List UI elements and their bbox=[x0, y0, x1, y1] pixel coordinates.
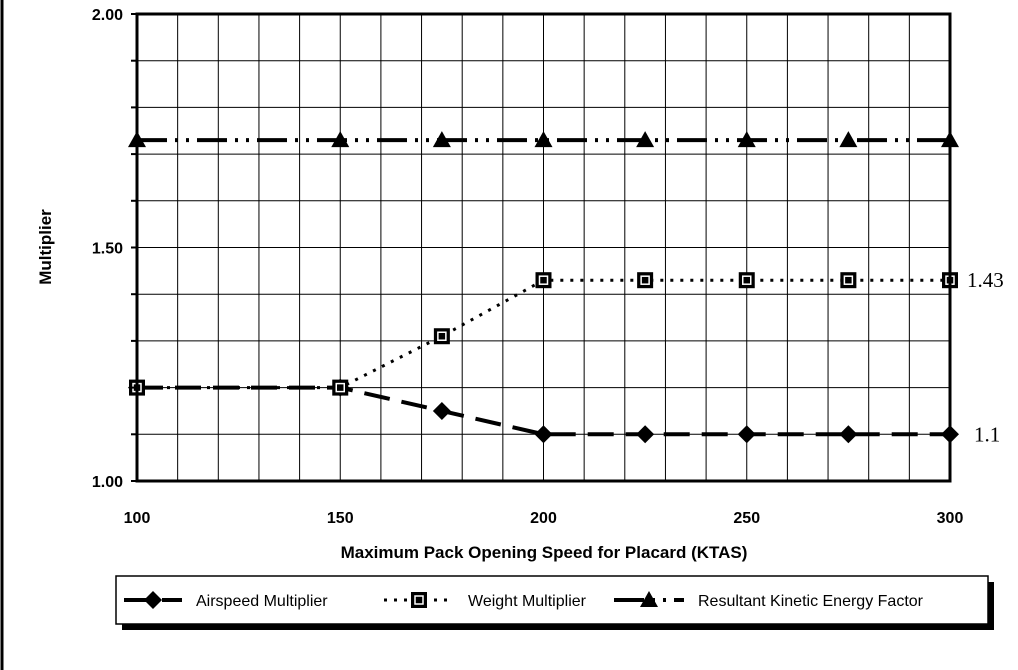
legend: Airspeed Multiplier Weight Multiplier Resu… bbox=[116, 576, 994, 630]
legend-items: Airspeed Multiplier Weight Multiplier Resu… bbox=[124, 591, 924, 610]
y-tick-label: 2.00 bbox=[92, 7, 123, 24]
legend-item: Weight Multiplier bbox=[384, 592, 587, 610]
data-point-diamond bbox=[738, 425, 756, 443]
data-point-square bbox=[739, 272, 755, 288]
end-labels: 1.1 1.43 bbox=[967, 268, 1004, 446]
data-point-triangle bbox=[839, 131, 857, 147]
legend-marker-square bbox=[411, 592, 427, 608]
data-point-diamond bbox=[535, 425, 553, 443]
x-tick-label: 100 bbox=[124, 510, 151, 527]
grid bbox=[137, 14, 950, 481]
data-point-square bbox=[434, 328, 450, 344]
data-point-square bbox=[840, 272, 856, 288]
x-tick-label: 300 bbox=[937, 510, 964, 527]
end-label: 1.43 bbox=[967, 268, 1004, 292]
data-point-diamond bbox=[636, 425, 654, 443]
data-point-square bbox=[332, 380, 348, 396]
end-label: 1.1 bbox=[974, 422, 1000, 446]
series-resultant-kinetic-energy-factor bbox=[128, 131, 959, 147]
data-point-square bbox=[536, 272, 552, 288]
data-point-square bbox=[637, 272, 653, 288]
legend-item: Airspeed Multiplier bbox=[124, 591, 328, 610]
y-axis-title: Multiplier bbox=[36, 209, 55, 285]
y-tick-label: 1.50 bbox=[92, 241, 123, 258]
data-point-diamond bbox=[839, 425, 857, 443]
x-tick-labels: 100 150 200 250 300 bbox=[124, 510, 964, 527]
x-tick-label: 150 bbox=[327, 510, 354, 527]
legend-label: Weight Multiplier bbox=[468, 593, 587, 610]
y-tick-labels: 1.00 1.50 2.00 bbox=[92, 7, 123, 491]
x-tick-label: 250 bbox=[733, 510, 760, 527]
legend-label: Airspeed Multiplier bbox=[196, 593, 328, 610]
x-axis-title: Maximum Pack Opening Speed for Placard (… bbox=[341, 543, 748, 562]
plot-area bbox=[128, 14, 959, 481]
y-tick-label: 1.00 bbox=[92, 474, 123, 491]
legend-label: Resultant Kinetic Energy Factor bbox=[698, 593, 924, 610]
data-point-diamond bbox=[433, 402, 451, 420]
x-tick-label: 200 bbox=[530, 510, 557, 527]
